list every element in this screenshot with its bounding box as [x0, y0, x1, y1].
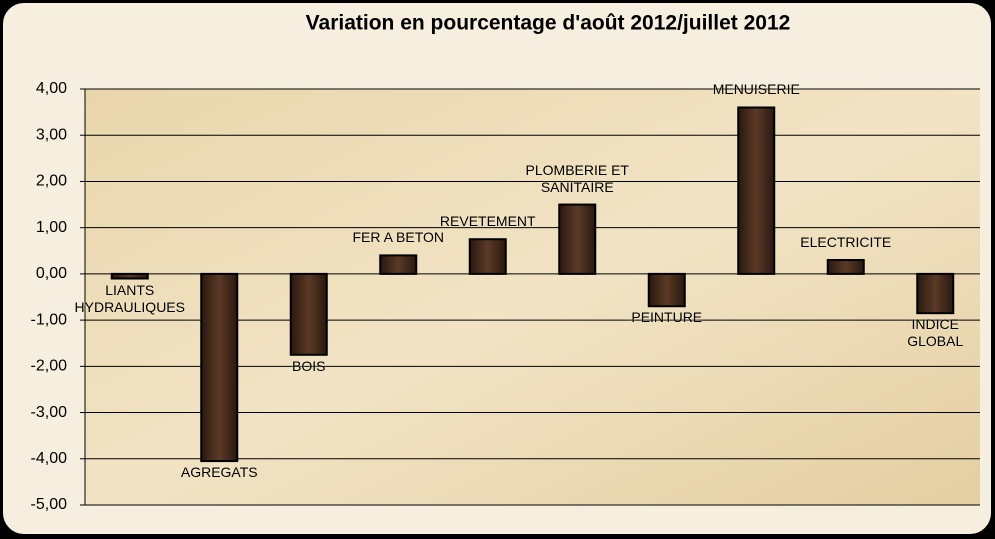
y-tick-label: 0,00 [36, 265, 67, 282]
y-tick-label: -3,00 [31, 404, 68, 421]
bar [110, 272, 149, 280]
category-label: ELECTRICITE [800, 234, 892, 251]
y-tick-label: -2,00 [31, 358, 68, 375]
y-tick-label: 1,00 [36, 219, 67, 236]
category-label: MENUISERIE [712, 81, 800, 98]
y-tick-label: 2,00 [36, 173, 67, 190]
y-tick-label: -1,00 [31, 311, 68, 328]
category-label: PLOMBERIE ET SANITAIRE [525, 161, 629, 195]
bar [737, 106, 776, 275]
category-label: PEINTURE [631, 309, 703, 326]
bar [826, 259, 865, 275]
y-tick-label: -4,00 [31, 450, 68, 467]
y-tick-label: 4,00 [36, 80, 67, 97]
category-label: AGREGATS [180, 464, 258, 481]
bar [379, 254, 418, 275]
bar [916, 272, 955, 315]
category-label: REVETEMENT [439, 213, 536, 230]
chart-title: Variation en pourcentage d'août 2012/jui… [306, 12, 791, 35]
bar [558, 203, 597, 275]
y-tick-label: -5,00 [31, 496, 68, 513]
bar [468, 238, 507, 275]
category-label: FER A BETON [352, 229, 445, 246]
category-label: LIANTS HYDRAULIQUES [74, 281, 185, 315]
y-tick-label: 3,00 [36, 126, 67, 143]
bar [200, 272, 239, 463]
bar [647, 272, 686, 308]
bar [289, 272, 328, 356]
category-label: BOIS [292, 357, 326, 374]
category-label: INDICE GLOBAL [907, 316, 964, 350]
